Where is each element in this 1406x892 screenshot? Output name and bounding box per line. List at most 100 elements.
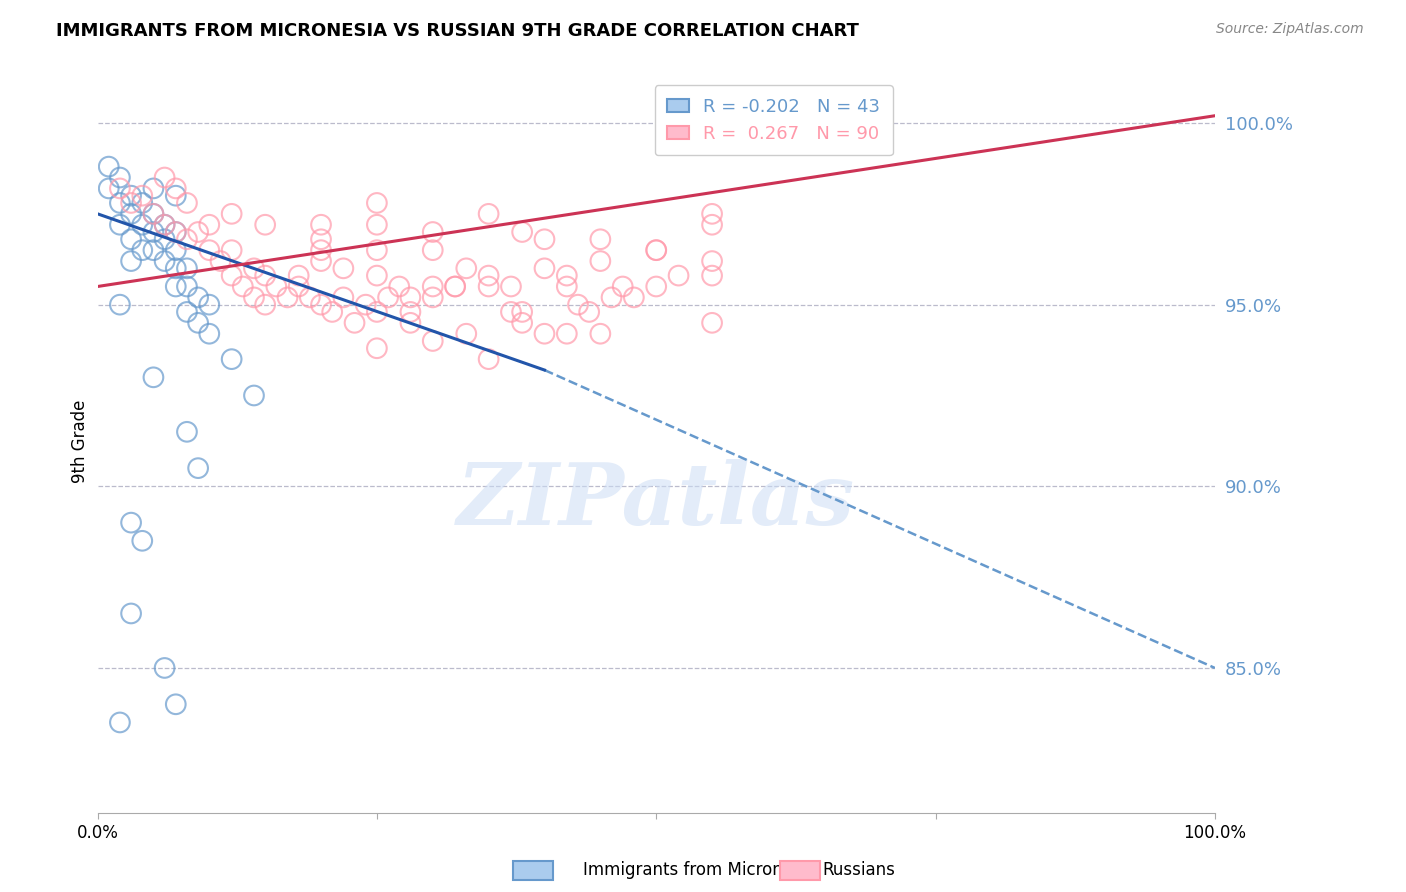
Point (165, 225, 187, 239)
Point (187, 461, 209, 475)
Point (533, 232, 555, 246)
Point (612, 279, 634, 293)
Point (589, 232, 612, 246)
Point (131, 243, 153, 257)
Point (287, 268, 309, 283)
Point (645, 243, 668, 257)
Point (343, 316, 366, 330)
Point (243, 261, 266, 276)
Point (176, 305, 198, 319)
Point (131, 188, 153, 202)
Point (309, 254, 332, 268)
Point (422, 279, 444, 293)
Point (366, 218, 388, 232)
Point (198, 298, 221, 312)
Point (108, 298, 131, 312)
Point (623, 290, 645, 304)
Point (232, 279, 254, 293)
Point (120, 516, 142, 530)
Point (533, 261, 555, 276)
Point (165, 279, 187, 293)
Point (309, 298, 332, 312)
Point (478, 352, 501, 367)
Point (399, 316, 422, 330)
Point (309, 232, 332, 246)
Point (176, 232, 198, 246)
Point (456, 326, 478, 341)
Point (266, 279, 288, 293)
Point (209, 254, 232, 268)
Point (478, 207, 501, 221)
Point (153, 661, 176, 675)
Point (276, 290, 298, 304)
Point (354, 298, 377, 312)
Point (422, 225, 444, 239)
Text: Russians: Russians (823, 861, 896, 879)
Point (456, 261, 478, 276)
Point (578, 305, 600, 319)
Point (510, 316, 533, 330)
Point (243, 388, 266, 402)
Point (142, 225, 165, 239)
Point (165, 243, 187, 257)
Point (176, 279, 198, 293)
Point (198, 243, 221, 257)
Point (600, 290, 623, 304)
Point (478, 279, 501, 293)
Point (187, 316, 209, 330)
Point (108, 218, 131, 232)
Point (153, 254, 176, 268)
Point (478, 268, 501, 283)
Point (108, 715, 131, 730)
Point (510, 305, 533, 319)
Point (399, 290, 422, 304)
Point (377, 290, 399, 304)
Point (221, 352, 243, 367)
Point (221, 243, 243, 257)
Point (243, 290, 266, 304)
Point (97, 160, 120, 174)
Point (422, 243, 444, 257)
Point (700, 268, 723, 283)
Point (510, 225, 533, 239)
Point (700, 254, 723, 268)
Text: Source: ZipAtlas.com: Source: ZipAtlas.com (1216, 22, 1364, 37)
Point (366, 196, 388, 211)
Point (700, 207, 723, 221)
Point (555, 268, 578, 283)
Point (187, 290, 209, 304)
Point (422, 290, 444, 304)
Point (120, 607, 142, 621)
Point (120, 207, 142, 221)
Point (309, 218, 332, 232)
Point (645, 279, 668, 293)
Point (555, 279, 578, 293)
Point (153, 218, 176, 232)
Point (422, 334, 444, 348)
Point (499, 305, 522, 319)
Point (153, 218, 176, 232)
Point (165, 261, 187, 276)
Legend: R = -0.202   N = 43, R =  0.267   N = 90: R = -0.202 N = 43, R = 0.267 N = 90 (655, 85, 893, 155)
Point (176, 196, 198, 211)
Point (165, 181, 187, 195)
Point (444, 279, 467, 293)
Point (176, 261, 198, 276)
Point (388, 279, 411, 293)
Y-axis label: 9th Grade: 9th Grade (72, 400, 89, 483)
Point (332, 261, 354, 276)
Point (254, 298, 277, 312)
Point (287, 279, 309, 293)
Point (165, 225, 187, 239)
Text: 100.0%: 100.0% (1184, 824, 1246, 842)
Text: 0.0%: 0.0% (77, 824, 118, 842)
Text: ZIPatlas: ZIPatlas (457, 458, 855, 542)
Point (499, 279, 522, 293)
Point (142, 207, 165, 221)
Point (120, 188, 142, 202)
Text: Immigrants from Micronesia: Immigrants from Micronesia (583, 861, 817, 879)
Point (108, 196, 131, 211)
Point (221, 207, 243, 221)
Point (254, 268, 277, 283)
Point (165, 188, 187, 202)
